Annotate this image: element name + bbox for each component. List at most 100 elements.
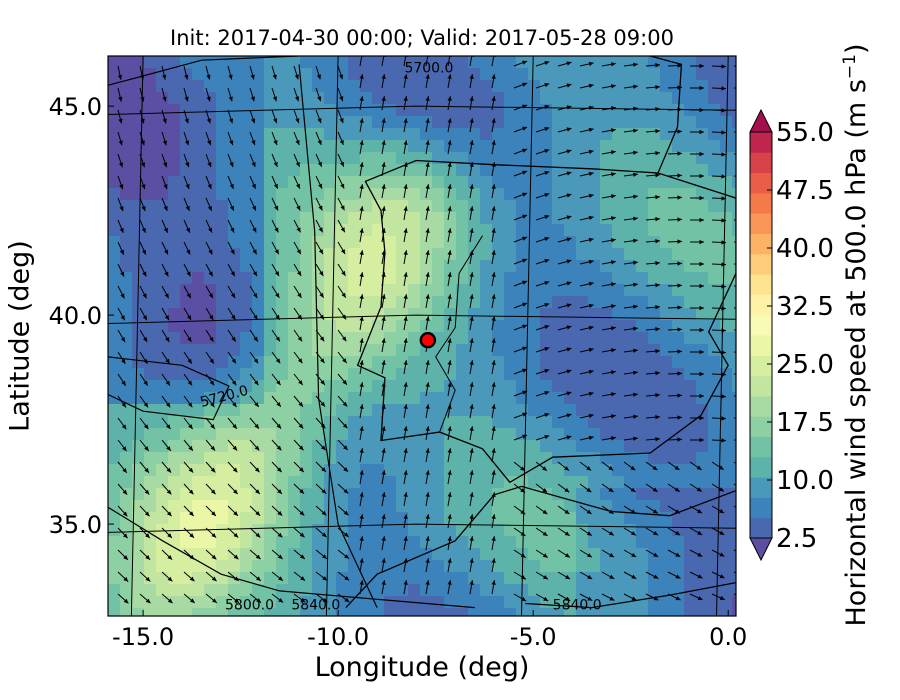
- speed-cell: [708, 92, 721, 105]
- speed-cell: [300, 344, 313, 357]
- speed-cell: [588, 332, 601, 345]
- speed-cell: [612, 608, 625, 616]
- wind-arrowhead: [633, 304, 638, 309]
- speed-cell: [408, 416, 421, 429]
- wind-arrowhead: [233, 489, 238, 495]
- speed-cell: [708, 356, 721, 369]
- speed-cell: [276, 188, 289, 201]
- colorbar-tick-label: 40.0: [776, 234, 834, 264]
- wind-arrowhead: [653, 552, 659, 557]
- wind-arrowhead: [743, 153, 748, 157]
- speed-cell: [288, 356, 301, 369]
- speed-cell: [144, 596, 157, 609]
- speed-cell: [312, 440, 325, 453]
- wind-arrowhead: [469, 162, 474, 168]
- wind-arrowhead: [699, 415, 704, 421]
- speed-cell: [492, 368, 505, 381]
- speed-cell: [252, 320, 265, 333]
- speed-cell: [420, 464, 433, 477]
- speed-cell: [456, 380, 469, 393]
- speed-cell: [504, 416, 517, 429]
- wind-arrowhead: [277, 554, 283, 560]
- speed-cell: [624, 356, 637, 369]
- speed-cell: [240, 320, 253, 333]
- wind-arrowhead: [142, 271, 147, 277]
- wind-arrowhead: [542, 487, 548, 493]
- colorbar-tick-label: 47.5: [776, 176, 834, 206]
- speed-cell: [216, 344, 229, 357]
- speed-cell: [480, 416, 493, 429]
- speed-cell: [384, 116, 397, 129]
- speed-cell: [240, 392, 253, 405]
- speed-cell: [144, 440, 157, 453]
- speed-cell: [216, 452, 229, 465]
- wind-arrowhead: [655, 414, 660, 420]
- speed-cell: [264, 212, 277, 225]
- speed-cell: [588, 92, 601, 105]
- speed-cell: [624, 548, 637, 561]
- speed-cell: [528, 608, 541, 616]
- speed-cell: [696, 176, 709, 189]
- wind-arrowhead: [633, 414, 638, 419]
- speed-cell: [408, 92, 421, 105]
- speed-cell: [240, 272, 253, 285]
- speed-cell: [720, 248, 733, 261]
- speed-cell: [216, 200, 229, 213]
- speed-cell: [564, 344, 577, 357]
- wind-arrowhead: [743, 439, 748, 443]
- speed-cell: [588, 104, 601, 117]
- speed-cell: [156, 320, 169, 333]
- speed-cell: [120, 236, 133, 249]
- speed-cell: [336, 80, 349, 93]
- wind-arrowhead: [272, 96, 278, 102]
- speed-cell: [276, 560, 289, 573]
- speed-cell: [732, 524, 736, 537]
- wind-arrowhead: [608, 487, 614, 493]
- speed-cell: [348, 392, 361, 405]
- speed-cell: [468, 128, 481, 141]
- speed-cell: [588, 356, 601, 369]
- wind-arrowhead: [425, 558, 430, 564]
- speed-cell: [288, 164, 301, 177]
- speed-cell: [288, 488, 301, 501]
- speed-cell: [720, 368, 733, 381]
- wind-arrowhead: [425, 140, 430, 146]
- speed-cell: [240, 296, 253, 309]
- plot-frame: [107, 55, 737, 617]
- wind-arrowhead: [207, 205, 212, 211]
- speed-cell: [540, 224, 553, 237]
- wind-arrowhead: [318, 183, 323, 189]
- speed-cell: [300, 464, 313, 477]
- speed-cell: [312, 500, 325, 513]
- speed-cell: [120, 212, 133, 225]
- speed-cell: [720, 332, 733, 345]
- speed-cell: [324, 236, 337, 249]
- speed-cell: [528, 104, 541, 117]
- speed-cell: [516, 284, 529, 297]
- speed-cell: [120, 200, 133, 213]
- wind-arrowhead: [343, 488, 349, 494]
- wind-arrowhead: [544, 148, 550, 154]
- wind-arrowhead: [207, 140, 212, 146]
- wind-arrowhead: [277, 510, 283, 516]
- speed-cell: [348, 464, 361, 477]
- speed-cell: [120, 140, 133, 153]
- speed-cell: [600, 176, 613, 189]
- wind-arrowhead: [253, 358, 259, 364]
- wind-arrowhead: [633, 84, 638, 89]
- speed-cell: [324, 524, 337, 537]
- speed-cell: [456, 404, 469, 417]
- wind-arrowhead: [610, 62, 616, 67]
- speed-cell: [684, 164, 697, 177]
- wind-arrowhead: [299, 554, 305, 559]
- speed-cell: [120, 320, 133, 333]
- speed-cell: [564, 500, 577, 513]
- parallel: [108, 314, 736, 324]
- speed-cell: [108, 608, 121, 616]
- speed-cell: [660, 200, 673, 213]
- speed-cell: [732, 236, 736, 249]
- speed-cell: [108, 332, 121, 345]
- wind-arrowhead: [278, 576, 283, 581]
- wind-arrowhead: [403, 448, 408, 454]
- speed-cell: [684, 548, 697, 561]
